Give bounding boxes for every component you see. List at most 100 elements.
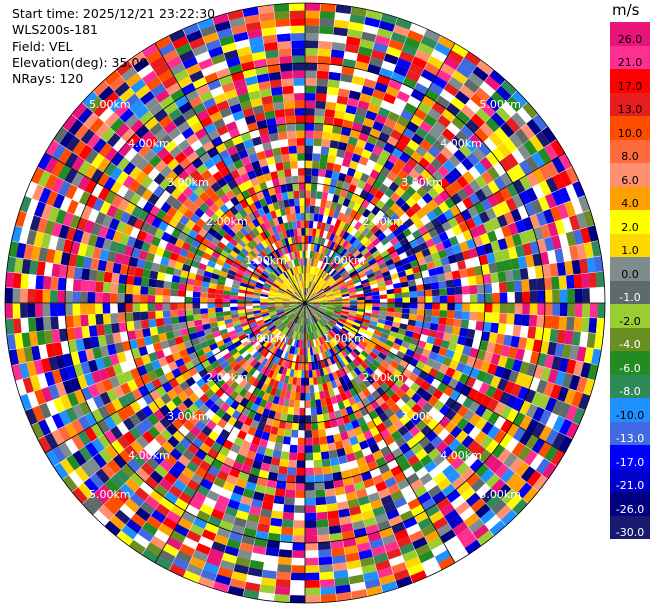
velocity-gate	[171, 395, 183, 407]
velocity-gate	[179, 348, 189, 358]
velocity-gate	[519, 361, 530, 375]
velocity-gate	[289, 369, 295, 378]
velocity-gate	[383, 53, 399, 65]
velocity-gate	[449, 334, 460, 344]
velocity-gate	[536, 238, 547, 253]
velocity-gate	[15, 379, 27, 396]
velocity-gate	[98, 448, 113, 464]
velocity-gate	[48, 384, 60, 400]
velocity-gate	[284, 108, 295, 117]
velocity-gate	[331, 171, 340, 180]
velocity-gate	[391, 430, 402, 442]
velocity-gate	[299, 297, 305, 303]
velocity-gate	[331, 426, 340, 435]
velocity-gate	[405, 70, 421, 83]
velocity-gate	[319, 319, 326, 327]
velocity-gate	[400, 191, 411, 203]
velocity-gate	[237, 306, 246, 311]
velocity-gate	[326, 94, 338, 103]
azimuth-spoke	[44, 152, 306, 304]
field-text: Field: VEL	[12, 38, 73, 54]
velocity-gate	[256, 333, 265, 341]
velocity-gate	[238, 312, 247, 317]
velocity-gate	[336, 148, 346, 159]
velocity-gate	[534, 327, 544, 341]
velocity-gate	[104, 520, 121, 537]
velocity-gate	[278, 256, 285, 264]
velocity-gate	[583, 210, 595, 227]
velocity-gate	[198, 536, 214, 549]
velocity-gate	[573, 229, 584, 245]
velocity-gate	[126, 458, 141, 473]
velocity-gate	[322, 262, 328, 271]
velocity-gate	[333, 336, 341, 344]
velocity-gate	[192, 291, 201, 298]
velocity-gate	[372, 450, 384, 461]
velocity-gate	[409, 22, 427, 36]
velocity-gate	[68, 119, 84, 136]
velocity-gate	[284, 309, 292, 314]
velocity-gate	[512, 325, 522, 337]
velocity-gate	[94, 236, 106, 249]
velocity-gate	[386, 548, 402, 560]
velocity-gate	[267, 301, 275, 303]
velocity-gate	[289, 286, 295, 293]
velocity-gate	[355, 534, 370, 545]
velocity-gate	[544, 303, 553, 316]
velocity-gate	[428, 447, 441, 461]
velocity-gate	[325, 495, 337, 505]
velocity-gate	[489, 69, 506, 86]
velocity-gate	[95, 357, 106, 371]
velocity-gate	[84, 412, 98, 427]
velocity-gate	[320, 222, 327, 231]
velocity-gate	[77, 430, 92, 446]
velocity-gate	[266, 278, 274, 285]
velocity-gate	[333, 310, 342, 315]
velocity-gate	[309, 281, 313, 289]
velocity-gate	[465, 492, 481, 507]
velocity-gate	[195, 466, 208, 479]
velocity-gate	[305, 122, 315, 131]
velocity-gate	[97, 419, 110, 434]
velocity-gate	[594, 333, 604, 350]
velocity-gate	[129, 99, 145, 114]
velocity-gate	[376, 156, 388, 167]
velocity-gate	[315, 496, 327, 506]
velocity-gate	[254, 429, 264, 439]
velocity-gate	[243, 416, 254, 427]
velocity-gate	[427, 485, 442, 498]
velocity-gate	[283, 199, 290, 208]
velocity-gate	[187, 326, 197, 335]
velocity-gate	[399, 414, 411, 426]
velocity-gate	[503, 259, 513, 271]
velocity-gate	[248, 202, 258, 213]
velocity-gate	[411, 460, 424, 473]
velocity-gate	[423, 315, 432, 323]
velocity-gate	[355, 287, 364, 292]
velocity-gate	[312, 347, 316, 355]
velocity-gate	[62, 379, 74, 395]
velocity-gate	[14, 333, 24, 349]
velocity-gate	[358, 327, 367, 334]
velocity-gate	[318, 48, 332, 57]
velocity-gate	[200, 340, 210, 349]
velocity-gate	[87, 494, 104, 510]
velocity-gate	[177, 120, 191, 134]
velocity-gate	[297, 300, 305, 303]
velocity-gate	[190, 337, 200, 346]
velocity-gate	[325, 256, 332, 264]
velocity-gate	[291, 331, 296, 339]
velocity-gate	[262, 34, 278, 44]
velocity-gate	[271, 242, 278, 251]
velocity-gate	[288, 329, 293, 338]
velocity-gate	[370, 261, 379, 269]
velocity-gate	[248, 153, 259, 163]
velocity-gate	[388, 78, 403, 91]
velocity-gate	[529, 454, 544, 471]
velocity-gate	[377, 232, 387, 242]
velocity-gate	[481, 184, 494, 198]
velocity-gate	[268, 410, 276, 419]
velocity-gate	[329, 339, 336, 347]
velocity-gate	[147, 286, 156, 296]
velocity-gate	[411, 191, 422, 203]
